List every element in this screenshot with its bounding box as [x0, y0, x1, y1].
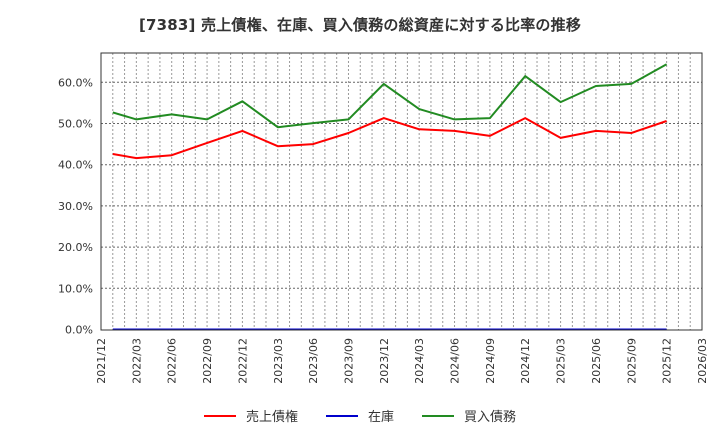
y-axis-ticks: 0.0% 10.0% 20.0% 30.0% 40.0% 50.0% 60.0%: [58, 76, 93, 336]
legend-label: 買入債務: [464, 410, 517, 425]
x-tick-label: 2025/03: [555, 338, 568, 384]
legend-label: 売上債権: [245, 410, 298, 425]
x-tick-label: 2024/12: [519, 338, 532, 384]
legend-swatch-green: [422, 414, 454, 417]
x-tick-label: 2023/12: [378, 338, 391, 384]
legend-item-payables: 買入債務: [422, 406, 516, 425]
x-tick-label: 2023/09: [342, 338, 355, 384]
legend-item-receivables: 売上債権: [203, 406, 298, 425]
x-tick-label: 2026/03: [696, 338, 709, 384]
legend: 売上債権 在庫 買入債務: [0, 406, 720, 425]
x-tick-label: 2022/06: [166, 338, 179, 384]
x-tick-label: 2023/03: [272, 338, 285, 384]
plot-frame: [100, 52, 703, 331]
legend-swatch-blue: [325, 414, 358, 417]
x-tick-label: 2022/12: [236, 338, 249, 384]
chart-title: [7383] 売上債権、在庫、買入債務の総資産に対する比率の推移: [138, 16, 582, 34]
y-tick-label: 40.0%: [58, 159, 93, 172]
x-tick-label: 2025/09: [625, 338, 638, 384]
legend-swatch-red: [203, 414, 236, 417]
legend-item-inventory: 在庫: [325, 406, 394, 425]
y-tick-label: 30.0%: [58, 200, 93, 213]
x-tick-label: 2024/09: [484, 338, 497, 384]
y-tick-label: 0.0%: [65, 324, 93, 337]
x-tick-label: 2024/06: [449, 338, 462, 384]
y-tick-label: 60.0%: [58, 76, 93, 89]
series-line-2: [112, 63, 668, 129]
x-tick-label: 2022/09: [201, 338, 214, 384]
x-tick-label: 2025/06: [590, 338, 603, 384]
x-tick-label: 2024/03: [413, 338, 426, 384]
x-tick-label: 2023/06: [307, 338, 320, 384]
x-tick-label: 2025/12: [661, 338, 674, 384]
y-tick-label: 50.0%: [58, 118, 93, 131]
x-axis-ticks: 2021/12 2022/03 2022/06 2022/09 2022/12 2023/…: [95, 338, 709, 384]
legend-label: 在庫: [367, 410, 394, 425]
x-tick-label: 2021/12: [95, 338, 108, 384]
series-line-0: [112, 117, 667, 160]
grid-lines: [101, 53, 702, 330]
y-tick-label: 10.0%: [58, 282, 93, 295]
series-lines: [112, 63, 668, 331]
y-tick-label: 20.0%: [58, 241, 93, 254]
x-tick-label: 2022/03: [130, 338, 143, 384]
